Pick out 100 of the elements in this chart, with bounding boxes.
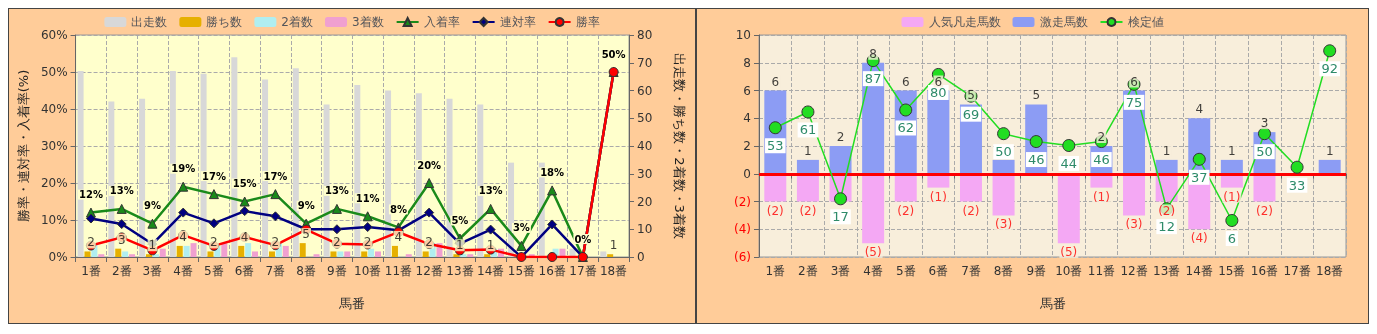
data-label: 8% <box>389 203 407 215</box>
x-tick-label: 10番 <box>354 264 382 278</box>
x-tick-label: 10番 <box>1055 264 1083 278</box>
data-label: (5) <box>864 245 882 260</box>
x-tick-label: 11番 <box>384 264 413 278</box>
y2-tick-label: 30 <box>637 166 653 181</box>
y2-tick-label: 10 <box>637 222 653 237</box>
data-label: 33 <box>1288 177 1306 193</box>
y-tick-label: 2 <box>743 139 751 153</box>
data-label: 4 <box>240 229 249 244</box>
data-label: 12 <box>1158 219 1175 235</box>
data-label: (1) <box>929 189 947 204</box>
data-label: 11% <box>355 192 380 204</box>
x-tick-label: 16番 <box>1250 264 1279 278</box>
data-label: 61 <box>799 122 817 138</box>
x-tick-label: 7番 <box>961 264 981 278</box>
data-label: 50% <box>601 48 626 60</box>
x-tick-label: 12番 <box>1120 264 1148 278</box>
data-label: 2 <box>425 235 433 250</box>
y-tick-label: 30% <box>40 139 68 153</box>
x-tick-label: 17番 <box>1283 264 1311 278</box>
data-label: 2 <box>87 235 95 250</box>
data-label: 6 <box>1227 230 1236 246</box>
data-label: (2) <box>962 203 980 218</box>
data-label: 1 <box>804 143 812 158</box>
x-tick-label: 6番 <box>234 264 255 278</box>
data-label: 6 <box>771 74 780 89</box>
data-label: 13% <box>324 185 349 197</box>
y-tick-label: 10% <box>40 213 68 227</box>
y-axis-title: 勝率・連対率・入着率(%) <box>16 69 31 223</box>
x-tick-label: 13番 <box>446 264 474 278</box>
x-tick-label: 17番 <box>569 264 597 278</box>
data-label: 8 <box>869 46 877 61</box>
data-label: 62 <box>897 120 915 136</box>
data-label: 2 <box>363 235 372 250</box>
data-label: 18% <box>540 166 565 178</box>
data-label: 2 <box>333 235 341 250</box>
data-label: (1) <box>1092 189 1110 204</box>
data-label: 4 <box>394 229 403 244</box>
data-label: 3 <box>1260 116 1269 131</box>
data-label: 2 <box>836 130 845 144</box>
x-tick-label: 5番 <box>204 264 224 278</box>
x-tick-label: 4番 <box>173 264 193 278</box>
y-tick-label: (2) <box>734 194 751 209</box>
x-tick-label: 2番 <box>111 264 132 278</box>
data-label: 75 <box>1125 94 1143 110</box>
data-label: 5 <box>967 88 975 103</box>
x-tick-label: 8番 <box>993 264 1014 278</box>
x-tick-label: 5番 <box>895 264 916 278</box>
x-tick-label: 1番 <box>81 264 101 278</box>
data-label: 5% <box>451 215 469 226</box>
data-label: (2) <box>766 203 784 218</box>
data-label: 17% <box>201 170 226 182</box>
legend-label: 出走数 <box>131 15 168 29</box>
legend-label: 勝ち数 <box>206 15 243 29</box>
x-tick-label: 15番 <box>507 264 536 278</box>
y2-tick-label: 80 <box>637 28 653 42</box>
data-label: 17% <box>263 170 288 182</box>
x-tick-label: 9番 <box>327 264 347 278</box>
y-tick-label: 60% <box>40 28 68 42</box>
data-label: 5 <box>1032 88 1041 103</box>
y-tick-label: 10 <box>735 28 751 42</box>
data-label: 4 <box>1195 102 1204 117</box>
data-label: (5) <box>1060 245 1078 260</box>
y-tick-label: 6 <box>743 83 751 98</box>
x-tick-label: 11番 <box>1087 264 1116 278</box>
y-tick-label: 50% <box>40 65 68 79</box>
y2-tick-label: 20 <box>637 194 653 209</box>
x-tick-label: 14番 <box>477 264 505 278</box>
x-tick-label: 16番 <box>538 264 566 278</box>
data-label: (2) <box>799 203 817 218</box>
y-tick-label: 0% <box>48 250 68 264</box>
legend-label: 2着数 <box>281 15 314 29</box>
y-tick-label: 20% <box>40 176 68 190</box>
data-label: 2 <box>271 235 280 250</box>
legend-label: 勝率 <box>575 15 600 29</box>
legend-label: 3着数 <box>352 15 384 29</box>
data-label: 1 <box>1162 143 1171 158</box>
data-label: 50 <box>1256 144 1273 160</box>
y-tick-label: (6) <box>734 250 751 264</box>
y2-tick-label: 60 <box>637 83 653 98</box>
data-label: 2 <box>1097 130 1106 144</box>
data-label: 92 <box>1321 61 1338 77</box>
legend-label: 人気凡走馬数 <box>928 15 1001 29</box>
data-label: 3 <box>117 232 126 247</box>
y-tick-label: 8 <box>743 55 751 70</box>
x-tick-label: 18番 <box>599 264 628 278</box>
data-label: 13% <box>478 185 503 197</box>
data-label: 9% <box>143 200 161 212</box>
legend-label: 検定値 <box>1127 15 1164 29</box>
data-label: 17 <box>832 209 849 225</box>
data-label: 1 <box>148 238 157 253</box>
data-label: (2) <box>1255 203 1273 218</box>
data-label: (2) <box>1158 203 1176 218</box>
x-tick-label: 3番 <box>830 264 851 278</box>
data-label: (1) <box>1223 189 1241 204</box>
data-label: 2 <box>210 235 218 250</box>
data-label: 69 <box>962 106 980 122</box>
legend-label: 入着率 <box>423 15 460 29</box>
data-label: 9% <box>297 200 315 212</box>
